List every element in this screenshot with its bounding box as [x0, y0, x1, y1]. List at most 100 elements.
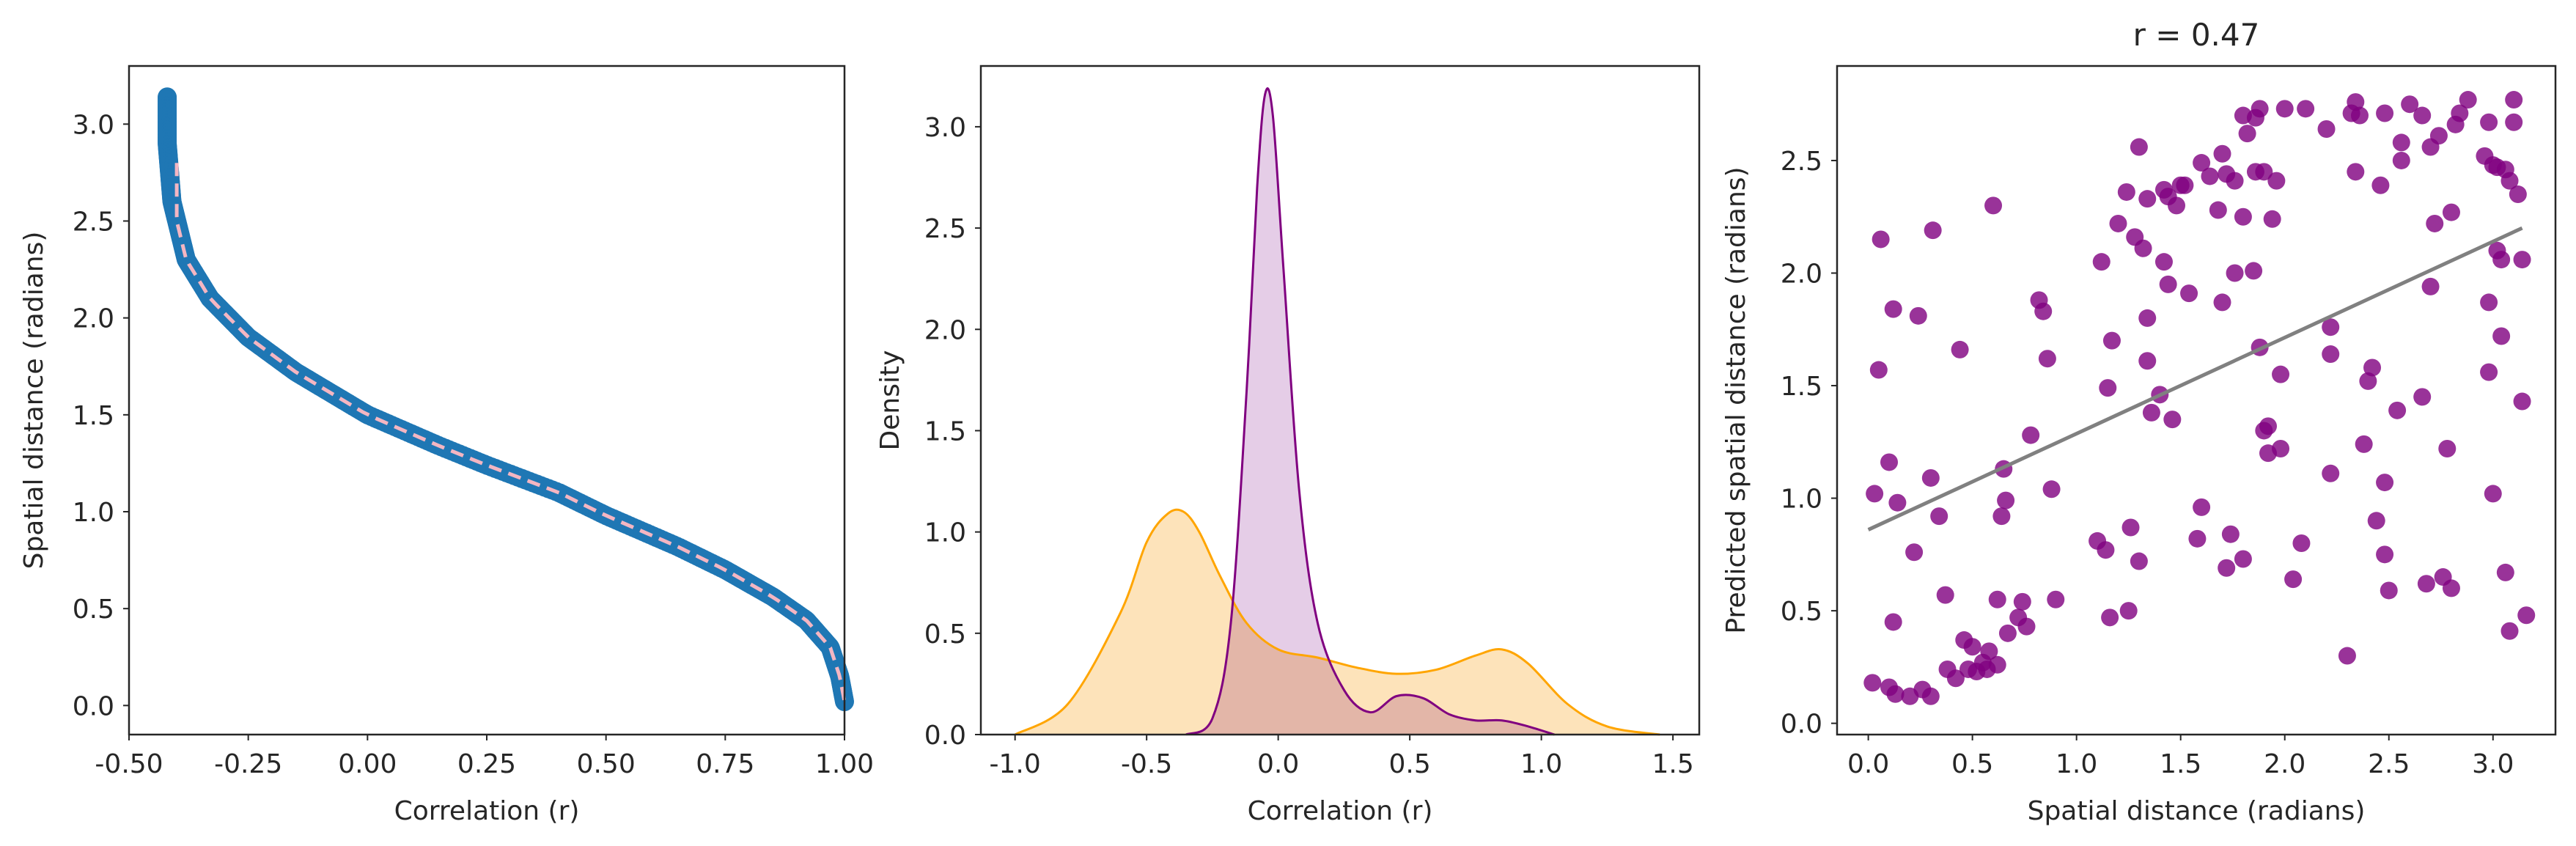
scatter-point	[2480, 113, 2498, 131]
x-tick-label: 1.0	[2056, 749, 2097, 779]
scatter-point	[1984, 196, 2003, 215]
panel-2-y-label: Density	[875, 350, 905, 451]
scatter-point	[2213, 144, 2231, 163]
scatter-point	[2284, 570, 2303, 589]
x-tick-label: 0.00	[338, 749, 397, 779]
scatter-point	[1951, 340, 1969, 358]
regression-line	[1867, 226, 2523, 531]
x-tick-label: -0.5	[1121, 749, 1172, 779]
x-tick-label: 0.50	[577, 749, 636, 779]
x-tick-label: 0.0	[1847, 749, 1889, 779]
panel-1-y-ticks: 0.0 0.5 1.0 1.5 2.0 2.5 3.0	[73, 110, 129, 721]
scatter-point	[2101, 608, 2119, 627]
scatter-point	[2421, 277, 2440, 295]
scatter-point	[2459, 91, 2477, 109]
scatter-point	[2480, 293, 2498, 312]
scatter-point	[2263, 210, 2281, 228]
scatter-point	[2201, 167, 2219, 185]
scatter-point	[2138, 352, 2157, 370]
scatter-point	[2297, 100, 2315, 118]
scatter-point	[2275, 100, 2294, 118]
x-tick-label: 2.0	[2264, 749, 2305, 779]
scatter-point	[2417, 575, 2435, 593]
x-tick-label: 2.5	[2368, 749, 2410, 779]
scatter-point	[2517, 606, 2536, 625]
scatter-point	[1921, 468, 1940, 487]
scatter-point	[2119, 602, 2138, 620]
scatter-point	[2267, 172, 2286, 190]
scatter-point	[1863, 674, 1882, 692]
panel-1-x-label: Correlation (r)	[394, 796, 580, 826]
scatter-point	[2117, 183, 2135, 201]
scatter-point	[1886, 685, 1905, 703]
y-tick-label: 2.5	[1781, 147, 1822, 177]
scatter-point	[2513, 392, 2531, 411]
panel-3-frame	[1836, 65, 2557, 736]
scatter-point	[2159, 275, 2177, 293]
panel-1-x-ticks: -0.50 -0.25 0.00 0.25 0.50 0.75 1.00	[95, 735, 874, 779]
scatter-point	[2509, 185, 2527, 204]
y-tick-label: 1.5	[1781, 372, 1822, 402]
scatter-point	[2097, 541, 2115, 559]
scatter-point	[1997, 491, 2015, 510]
scatter-point	[1980, 642, 1998, 661]
y-tick-label: 1.0	[73, 498, 114, 528]
y-tick-label: 1.5	[924, 416, 966, 446]
scatter-point	[2338, 647, 2356, 665]
scatter-point	[2322, 464, 2340, 482]
scatter-point	[1963, 638, 1981, 656]
scatter-point	[2038, 350, 2056, 368]
panel-3: 0.0 0.5 1.0 1.5 2.0 2.5 3.0 0.0 0.5 1.0 1.5 2.0 2.5…	[1721, 17, 2557, 826]
y-tick-label: 0.5	[1781, 597, 1822, 627]
x-tick-label: 3.0	[2472, 749, 2514, 779]
scatter-point	[2500, 172, 2519, 190]
scatter-point	[2234, 207, 2252, 226]
panel-1-marks	[158, 87, 854, 712]
scatter-point	[2350, 106, 2369, 125]
scatter-point	[2138, 309, 2157, 327]
scatter-point	[2259, 417, 2277, 435]
x-tick-label: 0.5	[1951, 749, 1993, 779]
scatter-point	[2251, 100, 2269, 118]
scatter-point	[1869, 361, 1888, 379]
scatter-point	[1992, 507, 2011, 526]
scatter-point	[2429, 127, 2448, 145]
scatter-point	[2272, 440, 2290, 458]
panel-2: -1.0 -0.5 0.0 0.5 1.0 1.5 0.0 0.5 1.0 1.5 2.0 2.5 3…	[875, 65, 1701, 826]
y-tick-label: 1.0	[924, 518, 966, 548]
scatter-point	[1872, 230, 1890, 249]
scatter-point	[2388, 401, 2407, 419]
scatter-point	[2022, 426, 2040, 444]
scatter-point	[2480, 363, 2498, 381]
x-tick-label: 1.0	[1520, 749, 1562, 779]
panel-3-y-label: Predicted spatial distance (radians)	[1721, 166, 1751, 633]
scatter-point	[2322, 345, 2340, 364]
y-tick-label: 2.5	[73, 207, 114, 237]
scatter-point	[2371, 176, 2390, 194]
density-line	[1185, 87, 1556, 736]
scatter-point	[2180, 284, 2198, 303]
scatter-point	[1930, 507, 1948, 526]
scatter-point	[2209, 201, 2227, 219]
density-line	[1014, 508, 1660, 736]
y-tick-label: 3.0	[924, 113, 966, 143]
scatter-point	[2380, 581, 2398, 600]
scatter-point	[2347, 163, 2365, 181]
density-area	[1015, 510, 1660, 735]
panel-3-y-ticks: 0.0 0.5 1.0 1.5 2.0 2.5	[1781, 147, 1837, 740]
scatter-point	[2176, 176, 2194, 194]
y-tick-label: 1.0	[1781, 485, 1822, 515]
scatter-point	[2376, 474, 2394, 492]
scatter-point	[2426, 214, 2444, 232]
scatter-point	[1888, 493, 1907, 512]
scatter-point	[2138, 190, 2157, 208]
scatter-point	[2130, 138, 2148, 156]
scatter-point	[1988, 655, 2006, 674]
y-tick-label: 0.5	[924, 619, 966, 650]
x-tick-label: -0.25	[214, 749, 282, 779]
scatter-point	[2193, 154, 2211, 172]
scatter-point	[2142, 403, 2160, 422]
scatter-point	[2017, 617, 2036, 636]
scatter-point	[2292, 534, 2311, 552]
scatter-point	[2238, 125, 2256, 143]
